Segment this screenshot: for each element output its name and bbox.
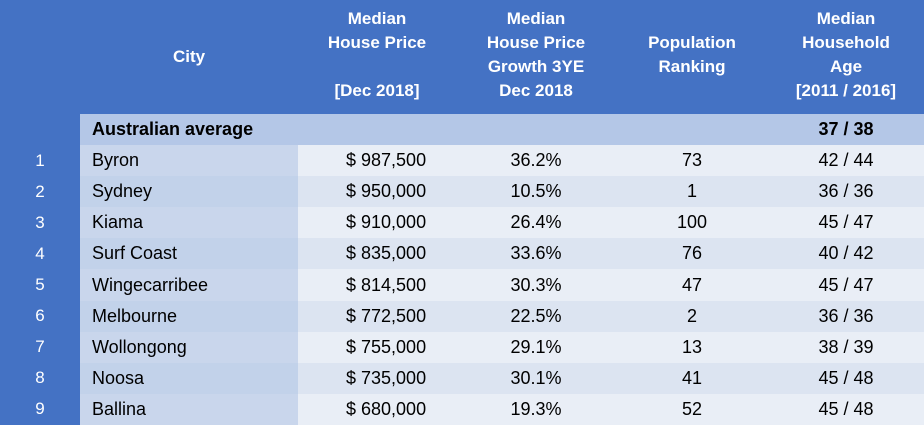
- header-row: City Median House Price [Dec 2018] Media…: [0, 0, 924, 114]
- rank-cell: 7: [0, 331, 80, 363]
- rank-cell: 8: [0, 362, 80, 394]
- rank-cell: 3: [0, 207, 80, 239]
- city-cell: Noosa: [80, 362, 298, 394]
- age-cell: 42 / 44: [768, 145, 924, 177]
- age-header-line: Age: [829, 57, 863, 76]
- price-cell: $ 755,000: [298, 331, 456, 363]
- table-row: 6 Melbourne $ 772,500 22.5% 2 36 / 36: [0, 300, 924, 332]
- table-row: 3 Kiama $ 910,000 26.4% 100 45 / 47: [0, 207, 924, 239]
- table-row: 7 Wollongong $ 755,000 29.1% 13 38 / 39: [0, 331, 924, 363]
- age-header-line: [2011 / 2016]: [795, 81, 897, 100]
- age-header-line: Median: [816, 9, 876, 28]
- growth-cell: 19.3%: [456, 393, 616, 425]
- price-header-line: House Price: [327, 33, 427, 52]
- age-cell: 45 / 47: [768, 207, 924, 239]
- average-rank-cell: [0, 114, 80, 146]
- city-cell: Ballina: [80, 393, 298, 425]
- population-header-line: [616, 79, 768, 103]
- age-cell: 40 / 42: [768, 238, 924, 270]
- price-cell: $ 835,000: [298, 238, 456, 270]
- price-cell: $ 814,500: [298, 269, 456, 301]
- age-cell: 38 / 39: [768, 331, 924, 363]
- price-header: Median House Price [Dec 2018]: [298, 0, 456, 114]
- growth-cell: 33.6%: [456, 238, 616, 270]
- table-row: 9 Ballina $ 680,000 19.3% 52 45 / 48: [0, 393, 924, 425]
- population-cell: 13: [616, 331, 768, 363]
- growth-cell: 36.2%: [456, 145, 616, 177]
- average-population: [616, 114, 768, 146]
- growth-header-line: Growth 3YE: [487, 57, 585, 76]
- population-cell: 73: [616, 145, 768, 177]
- population-header: Population Ranking: [616, 0, 768, 114]
- growth-header: Median House Price Growth 3YE Dec 2018: [456, 0, 616, 114]
- population-header-line: Population: [648, 33, 736, 52]
- city-cell: Wollongong: [80, 331, 298, 363]
- growth-cell: 26.4%: [456, 207, 616, 239]
- table-row: 8 Noosa $ 735,000 30.1% 41 45 / 48: [0, 362, 924, 394]
- rank-header: [0, 0, 80, 114]
- population-header-line: Ranking: [658, 57, 726, 76]
- population-cell: 100: [616, 207, 768, 239]
- table-row: 1 Byron $ 987,500 36.2% 73 42 / 44: [0, 145, 924, 177]
- growth-header-line: Median: [506, 9, 566, 28]
- city-cell: Kiama: [80, 207, 298, 239]
- price-header-line: Median: [347, 9, 407, 28]
- table-row: 4 Surf Coast $ 835,000 33.6% 76 40 / 42: [0, 238, 924, 270]
- price-cell: $ 680,000: [298, 393, 456, 425]
- city-cell: Sydney: [80, 176, 298, 208]
- price-cell: $ 772,500: [298, 300, 456, 332]
- age-header-line: Household: [802, 33, 890, 52]
- price-cell: $ 950,000: [298, 176, 456, 208]
- city-cell: Melbourne: [80, 300, 298, 332]
- age-cell: 36 / 36: [768, 176, 924, 208]
- average-row: Australian average 37 / 38: [0, 114, 924, 146]
- growth-cell: 22.5%: [456, 300, 616, 332]
- population-header-line: [616, 7, 768, 31]
- rank-cell: 4: [0, 238, 80, 270]
- growth-cell: 10.5%: [456, 176, 616, 208]
- age-cell: 45 / 47: [768, 269, 924, 301]
- table-row: 2 Sydney $ 950,000 10.5% 1 36 / 36: [0, 176, 924, 208]
- city-cell: Surf Coast: [80, 238, 298, 270]
- growth-cell: 29.1%: [456, 331, 616, 363]
- population-cell: 47: [616, 269, 768, 301]
- price-header-line: [Dec 2018]: [334, 81, 420, 100]
- average-price: [298, 114, 456, 146]
- age-cell: 45 / 48: [768, 393, 924, 425]
- price-cell: $ 910,000: [298, 207, 456, 239]
- price-cell: $ 735,000: [298, 362, 456, 394]
- population-cell: 1: [616, 176, 768, 208]
- average-growth: [456, 114, 616, 146]
- city-cell: Wingecarribee: [80, 269, 298, 301]
- price-cell: $ 987,500: [298, 145, 456, 177]
- rank-cell: 9: [0, 393, 80, 425]
- growth-header-line: Dec 2018: [499, 81, 573, 100]
- age-cell: 45 / 48: [768, 362, 924, 394]
- average-label: Australian average: [80, 114, 298, 146]
- population-cell: 2: [616, 300, 768, 332]
- population-cell: 52: [616, 393, 768, 425]
- age-cell: 36 / 36: [768, 300, 924, 332]
- city-header: City: [80, 0, 298, 114]
- growth-cell: 30.3%: [456, 269, 616, 301]
- city-cell: Byron: [80, 145, 298, 177]
- age-header: Median Household Age [2011 / 2016]: [768, 0, 924, 114]
- rank-cell: 1: [0, 145, 80, 177]
- growth-header-line: House Price: [486, 33, 586, 52]
- population-cell: 76: [616, 238, 768, 270]
- rank-cell: 2: [0, 176, 80, 208]
- price-header-line: [298, 55, 456, 79]
- table-row: 5 Wingecarribee $ 814,500 30.3% 47 45 / 47: [0, 269, 924, 301]
- average-age: 37 / 38: [768, 114, 924, 146]
- growth-cell: 30.1%: [456, 362, 616, 394]
- rank-cell: 6: [0, 300, 80, 332]
- rank-cell: 5: [0, 269, 80, 301]
- population-cell: 41: [616, 362, 768, 394]
